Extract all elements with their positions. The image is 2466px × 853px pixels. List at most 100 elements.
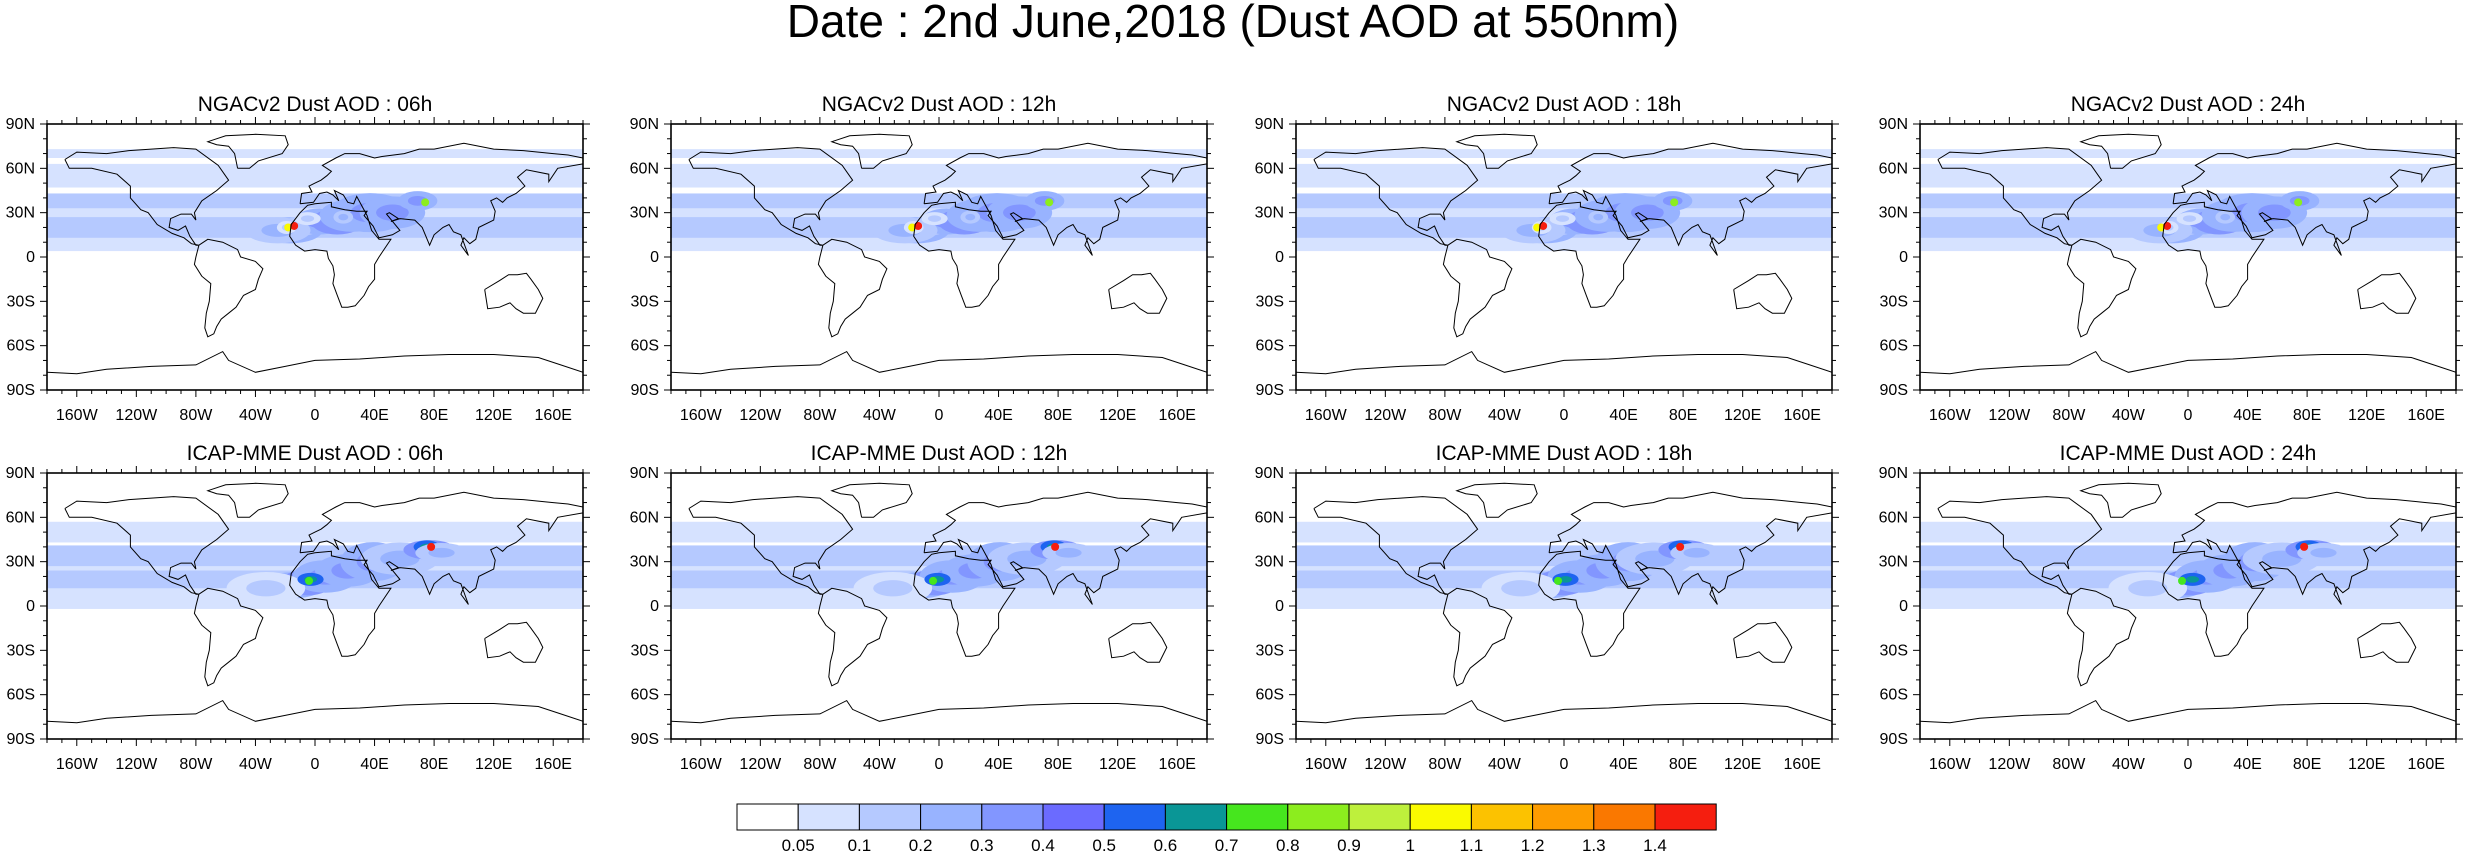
lat-tick-label: 60S — [631, 338, 659, 355]
panel-title: NGACv2 Dust AOD : 12h — [822, 93, 1057, 116]
coastline-australia — [1108, 272, 1168, 314]
coastline-australia — [1733, 272, 1793, 314]
coastline-greenland — [830, 482, 913, 518]
lon-tick-label: 120W — [1988, 756, 2031, 773]
coastline-antarctica — [1296, 699, 1832, 724]
lon-tick-label: 80E — [1044, 756, 1072, 773]
colorbar-box — [1042, 803, 1105, 831]
colorbar-label: 1.4 — [1643, 836, 1667, 853]
colorbar-label: 1.1 — [1460, 836, 1484, 853]
lat-tick-label: 30N — [630, 554, 659, 571]
lon-tick-label: 40W — [239, 756, 273, 773]
lat-tick-label: 90S — [7, 382, 35, 399]
lat-tick-label: 90S — [1256, 731, 1284, 748]
lon-tick-label: 40E — [2233, 756, 2261, 773]
aod-hotspot — [2178, 576, 2187, 585]
colorbar-label: 0.6 — [1154, 836, 1178, 853]
lon-tick-label: 80E — [1669, 407, 1697, 424]
aod-field — [1296, 482, 1832, 724]
aod-plume-core — [1555, 215, 1570, 222]
map-panel: NGACv2 Dust AOD : 24h 90N 60N 30N 0 30S 60S 90S… — [1879, 93, 2463, 424]
aod-plume-core — [873, 580, 913, 597]
lon-tick-label: 120E — [2348, 407, 2385, 424]
lon-tick-label: 160E — [1159, 756, 1196, 773]
aod-field — [1920, 482, 2456, 724]
lon-tick-label: 80W — [2052, 407, 2086, 424]
colorbar-box — [1226, 803, 1289, 831]
aod-plume-core — [2182, 215, 2197, 222]
lon-tick-label: 160E — [2408, 756, 2445, 773]
panel-title: NGACv2 Dust AOD : 06h — [198, 93, 433, 116]
lat-tick-label: 30N — [1255, 554, 1284, 571]
aod-plume-core — [1558, 576, 1573, 583]
aod-band — [1920, 163, 2456, 188]
coastline-south-america — [193, 238, 264, 338]
coastline-antarctica — [1920, 699, 2456, 724]
aod-hotspot — [427, 542, 436, 551]
colorbar-box — [1470, 803, 1534, 831]
aod-hotspot — [2294, 198, 2303, 207]
lon-tick-label: 160E — [535, 756, 572, 773]
aod-field — [671, 482, 1207, 724]
aod-band — [47, 163, 583, 188]
lat-tick-label: 60S — [7, 338, 35, 355]
lat-tick-label: 60N — [1255, 160, 1284, 177]
lat-tick-label: 30S — [1256, 642, 1284, 659]
colorbar-label: 0.3 — [970, 836, 994, 853]
aod-plume-core — [1683, 547, 1710, 558]
aod-hotspot — [1554, 576, 1563, 585]
aod-plume-core — [338, 213, 349, 221]
panel-title: ICAP-MME Dust AOD : 12h — [811, 442, 1068, 465]
lon-tick-label: 80W — [1428, 756, 1462, 773]
coastline-antarctica — [47, 350, 583, 375]
colorbar-box — [797, 803, 860, 831]
lat-tick-label: 0 — [650, 598, 659, 615]
aod-plume-core — [1003, 204, 1036, 221]
lon-tick-label: 120W — [1364, 407, 1407, 424]
coastline-greenland — [206, 482, 289, 518]
coastline-eurasia-africa — [1538, 142, 1832, 308]
coastline-antarctica — [1296, 350, 1832, 375]
aod-plume-core — [1631, 204, 1664, 221]
lon-tick-label: 40W — [2112, 756, 2146, 773]
lat-tick-label: 0 — [26, 249, 35, 266]
lon-tick-label: 80W — [1428, 407, 1462, 424]
map-panel: ICAP-MME Dust AOD : 06h 90N 60N 30N 0 30S 60S 9… — [6, 442, 590, 773]
coastline-greenland — [830, 133, 913, 169]
lon-tick-label: 160W — [680, 407, 723, 424]
figure-title: Date : 2nd June,2018 (Dust AOD at 550nm) — [786, 0, 1680, 47]
colorbar-label: 0.9 — [1337, 836, 1361, 853]
lon-tick-label: 160E — [1159, 407, 1196, 424]
coastline-south-america — [2066, 238, 2137, 338]
lon-tick-label: 160W — [56, 407, 99, 424]
aod-plume-core — [246, 580, 286, 597]
coastline-australia — [1733, 621, 1793, 663]
lon-tick-label: 120E — [1099, 407, 1136, 424]
lat-tick-label: 90N — [1879, 116, 1908, 133]
lat-tick-label: 60S — [1256, 338, 1284, 355]
lon-tick-label: 40W — [863, 756, 897, 773]
lon-tick-label: 120E — [1724, 756, 1761, 773]
lat-tick-label: 0 — [1899, 598, 1908, 615]
lon-tick-label: 120E — [475, 756, 512, 773]
lon-tick-label: 120W — [115, 407, 158, 424]
lon-tick-label: 0 — [1560, 756, 1569, 773]
lon-tick-label: 160E — [535, 407, 572, 424]
lat-tick-label: 30S — [1880, 293, 1908, 310]
lon-tick-label: 80E — [2293, 756, 2321, 773]
lon-tick-label: 40E — [984, 756, 1012, 773]
panel-title: NGACv2 Dust AOD : 18h — [1447, 93, 1682, 116]
coastline-eurasia-africa — [2162, 142, 2456, 308]
lon-tick-label: 120E — [475, 407, 512, 424]
colorbar-box — [1532, 803, 1595, 831]
lon-tick-label: 160W — [1929, 407, 1972, 424]
coastline-australia — [2357, 621, 2417, 663]
aod-field — [671, 133, 1207, 375]
coastline-north-america — [1937, 496, 2103, 595]
lon-tick-label: 160W — [56, 756, 99, 773]
lon-tick-label: 40W — [1488, 407, 1522, 424]
lat-tick-label: 30N — [1879, 205, 1908, 222]
coastline-antarctica — [671, 350, 1207, 375]
lon-tick-label: 80E — [1044, 407, 1072, 424]
map-panel: ICAP-MME Dust AOD : 18h 90N 60N 30N 0 30S 60S 9… — [1255, 442, 1839, 773]
